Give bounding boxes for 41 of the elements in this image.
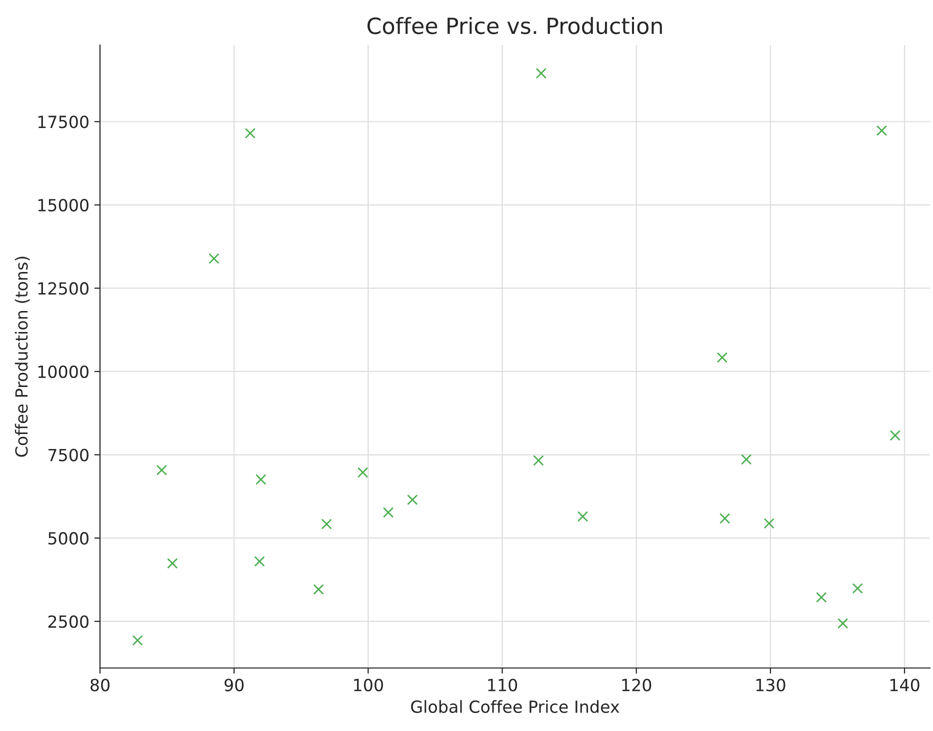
- x-tick-label: 90: [224, 678, 244, 692]
- point: [577, 511, 588, 522]
- point: [357, 467, 368, 478]
- point: [256, 474, 266, 485]
- point: [156, 464, 168, 476]
- x-tick-label: 120: [622, 678, 652, 692]
- y-tick-label: 7500: [48, 448, 88, 462]
- point: [321, 518, 332, 530]
- y-tick-label: 2500: [48, 615, 88, 628]
- point: [244, 128, 256, 139]
- point: [816, 592, 827, 603]
- point: [254, 556, 265, 567]
- y-axis-title: Coffee Production (tons): [14, 256, 30, 457]
- point: [740, 454, 752, 465]
- point: [837, 618, 848, 629]
- point: [208, 253, 220, 264]
- point: [719, 513, 730, 524]
- x-tick-label: 110: [488, 678, 518, 692]
- point: [313, 584, 324, 595]
- x-axis-title: Global Coffee Price Index: [411, 700, 620, 714]
- point: [132, 634, 143, 646]
- point: [382, 507, 394, 518]
- point: [716, 352, 728, 363]
- y-tick-label: 12500: [38, 282, 88, 295]
- x-tick-label: 80: [90, 678, 110, 692]
- point: [890, 430, 900, 441]
- point: [852, 583, 863, 594]
- point: [407, 494, 418, 506]
- point: [764, 518, 774, 529]
- y-tick-label: 10000: [38, 365, 88, 378]
- x-tick-label: 130: [756, 678, 786, 692]
- y-tick-label: 5000: [48, 532, 88, 545]
- point: [536, 68, 546, 79]
- y-tick-label: 17500: [38, 116, 88, 128]
- x-tick-label: 140: [890, 678, 920, 692]
- y-tick-label: 15000: [38, 198, 88, 212]
- point: [533, 455, 544, 466]
- point: [167, 558, 178, 569]
- chart-title: Coffee Price vs. Production: [367, 17, 662, 34]
- x-tick-label: 100: [354, 678, 383, 692]
- point: [876, 125, 888, 136]
